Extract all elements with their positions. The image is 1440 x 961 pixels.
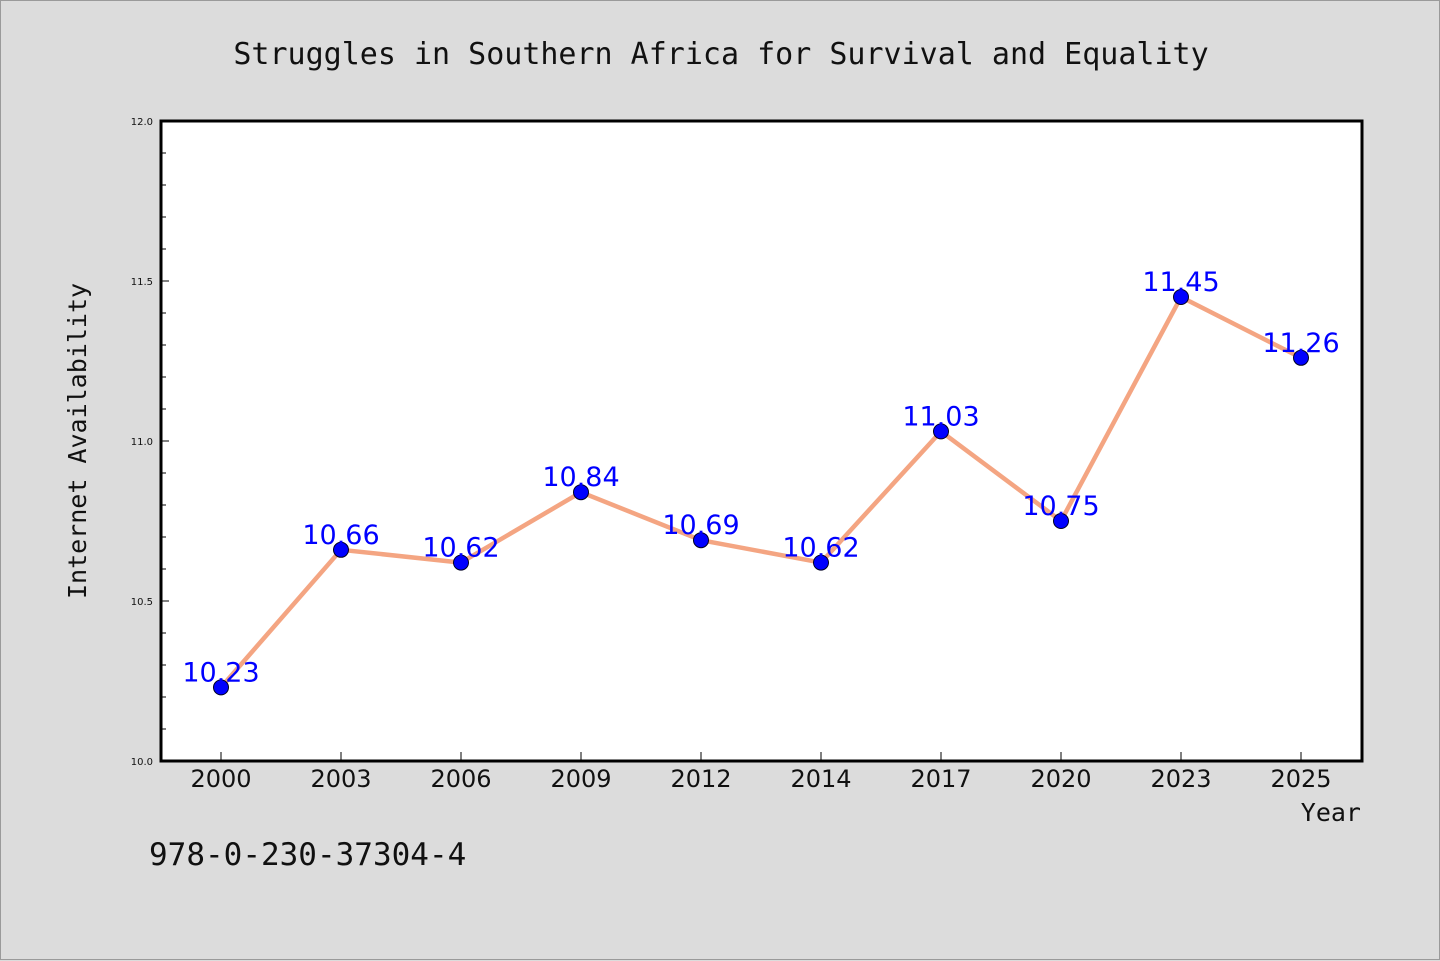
data-label: 11.03 bbox=[902, 401, 979, 432]
isbn-annotation: 978-0-230-37304-4 bbox=[149, 837, 466, 873]
data-point bbox=[933, 423, 949, 440]
x-axis-label: Year bbox=[1301, 798, 1361, 827]
data-point bbox=[1053, 513, 1069, 529]
data-label: 10.69 bbox=[662, 510, 739, 541]
x-axis: 2000 2003 2006 2009 2012 2014 2017 2020 2023 2025 bbox=[190, 752, 1332, 793]
data-point bbox=[213, 679, 229, 696]
data-label: 11.26 bbox=[1262, 328, 1339, 359]
x-tick-label: 2023 bbox=[1150, 765, 1211, 793]
chart-title: Struggles in Southern Africa for Surviva… bbox=[233, 37, 1208, 72]
x-tick-label: 2009 bbox=[550, 765, 611, 793]
data-label: 10.66 bbox=[302, 520, 379, 551]
data-point bbox=[333, 541, 349, 558]
data-label: 10.75 bbox=[1022, 491, 1099, 522]
y-axis-label: Internet Availability bbox=[63, 283, 92, 599]
data-label: 10.62 bbox=[782, 533, 859, 564]
x-tick-label: 2025 bbox=[1270, 765, 1331, 793]
x-tick-label: 2017 bbox=[910, 765, 971, 793]
data-point bbox=[453, 554, 469, 571]
x-tick-label: 2014 bbox=[790, 765, 851, 793]
y-tick-label: 11.5 bbox=[131, 277, 153, 288]
data-point bbox=[813, 554, 829, 571]
data-label: 10.23 bbox=[182, 657, 259, 688]
y-tick-label: 10.0 bbox=[131, 757, 153, 768]
data-point bbox=[573, 484, 589, 501]
data-labels: 10.23 10.66 10.62 10.84 10.69 10.62 11.03 10.75… bbox=[182, 267, 1339, 688]
x-tick-label: 2020 bbox=[1030, 765, 1091, 793]
data-point bbox=[1173, 289, 1189, 305]
series-line bbox=[219, 294, 1303, 689]
x-tick-label: 2003 bbox=[310, 765, 371, 793]
y-tick-label: 10.5 bbox=[131, 597, 153, 608]
x-tick-label: 2006 bbox=[430, 765, 491, 793]
data-label: 10.62 bbox=[422, 533, 499, 564]
data-label: 10.84 bbox=[542, 462, 619, 493]
data-markers bbox=[213, 289, 1309, 696]
data-point bbox=[1293, 349, 1309, 366]
data-label: 11.45 bbox=[1142, 267, 1219, 298]
data-point bbox=[693, 532, 709, 549]
y-tick-label: 11.0 bbox=[131, 437, 153, 448]
plot-area bbox=[159, 119, 1364, 763]
y-tick-label: 12.0 bbox=[131, 117, 153, 128]
x-tick-label: 2000 bbox=[190, 765, 251, 793]
y-axis: 10.0 10.5 11.0 11.5 12.0 bbox=[131, 117, 169, 768]
x-tick-label: 2012 bbox=[670, 765, 731, 793]
